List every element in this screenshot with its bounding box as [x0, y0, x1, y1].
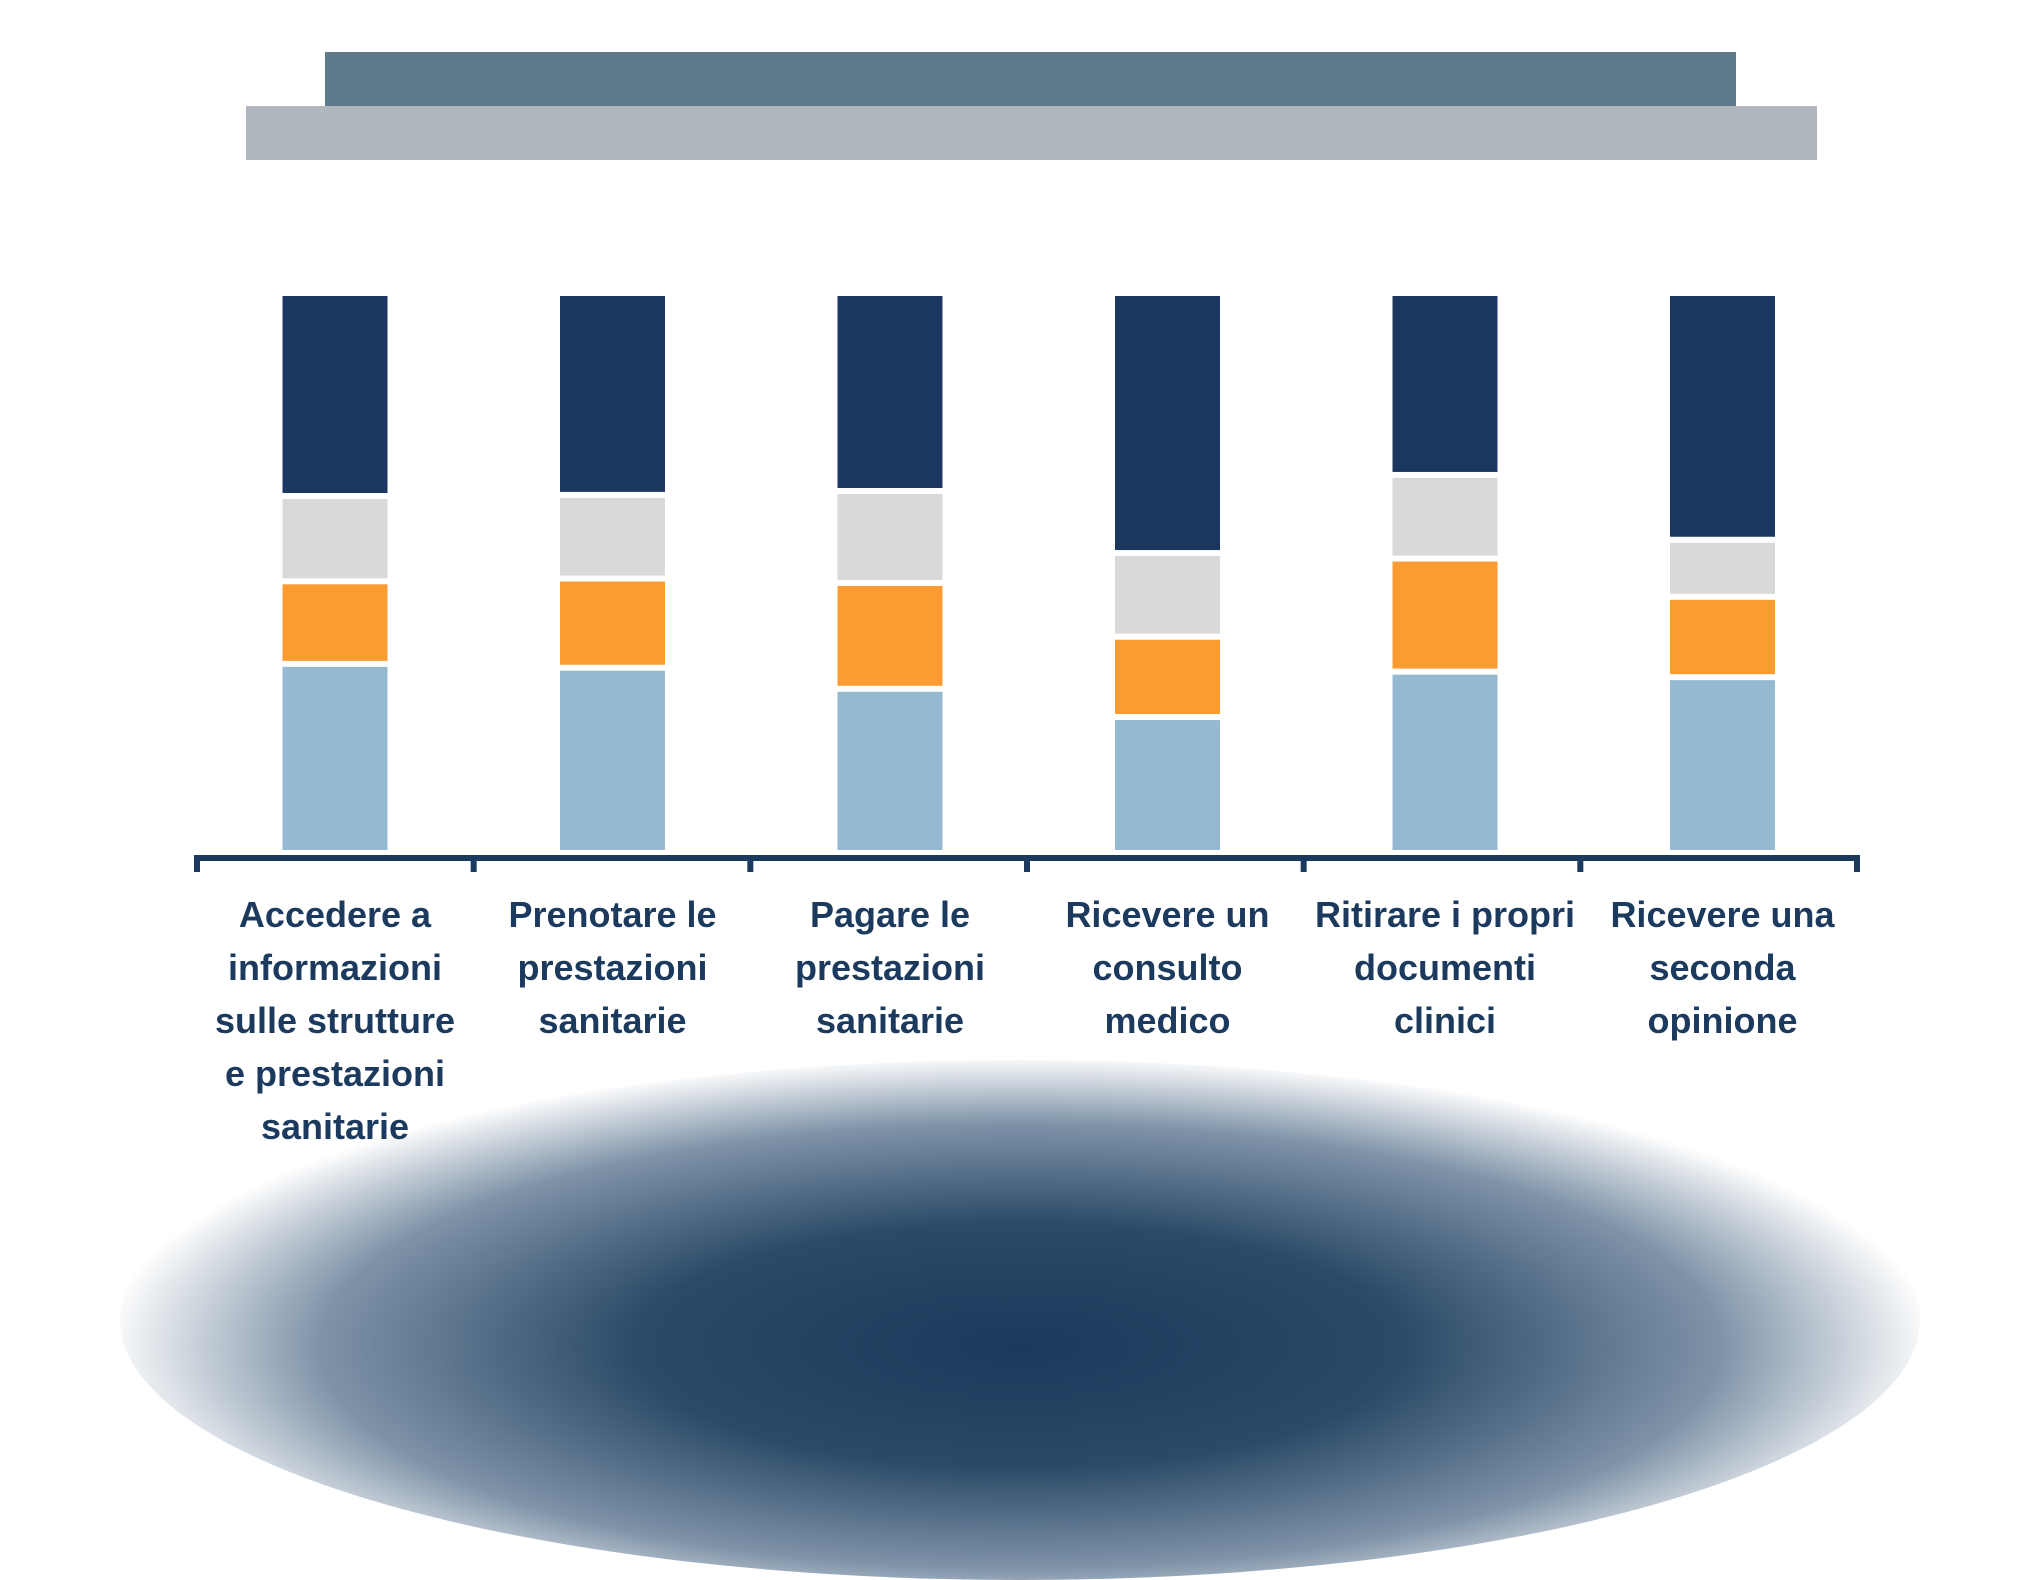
bar-segment-1-3	[560, 296, 665, 492]
stacked-bar-chart	[194, 296, 1860, 872]
bar-segment-5-3	[1670, 296, 1775, 537]
x-tick-label: Ricevere una seconda opinione	[1610, 894, 1835, 1041]
bar-segment-0-1	[282, 584, 388, 661]
bar-segment-0-0	[282, 666, 388, 850]
bar-segment-3-0	[1115, 720, 1220, 850]
bar-segment-2-1	[837, 585, 943, 686]
bar-segment-3-1	[1115, 639, 1220, 715]
bar-segment-4-2	[1392, 477, 1498, 556]
x-tick-label: Accedere a informazioni sulle strutture …	[214, 894, 456, 1147]
bar-segment-2-3	[837, 296, 943, 489]
x-tick-label: Pagare le prestazioni sanitarie	[794, 894, 986, 1041]
x-tick-label: Ritirare i propri documenti clinici	[1314, 894, 1576, 1041]
bar-segment-1-1	[560, 581, 665, 665]
bar-segment-5-1	[1670, 599, 1775, 675]
bar-segment-2-0	[837, 691, 943, 850]
bar-segment-1-0	[560, 670, 665, 850]
bar-segment-4-3	[1392, 296, 1498, 472]
bar-segment-2-2	[837, 494, 943, 580]
bar-segment-1-2	[560, 497, 665, 576]
bar-segment-3-3	[1115, 296, 1220, 551]
bar-segment-3-2	[1115, 556, 1220, 634]
header-bar-bottom	[246, 106, 1817, 160]
x-tick-label: Ricevere un consulto medico	[1065, 894, 1270, 1041]
x-tick-label: Prenotare le prestazioni sanitarie	[508, 894, 717, 1041]
header-bar-top	[325, 52, 1736, 106]
bar-segment-5-2	[1670, 542, 1775, 594]
bar-segment-5-0	[1670, 680, 1775, 850]
bar-segment-0-3	[282, 296, 388, 493]
bar-segment-0-2	[282, 498, 388, 579]
bar-segment-4-0	[1392, 674, 1498, 850]
bar-segment-4-1	[1392, 561, 1498, 669]
